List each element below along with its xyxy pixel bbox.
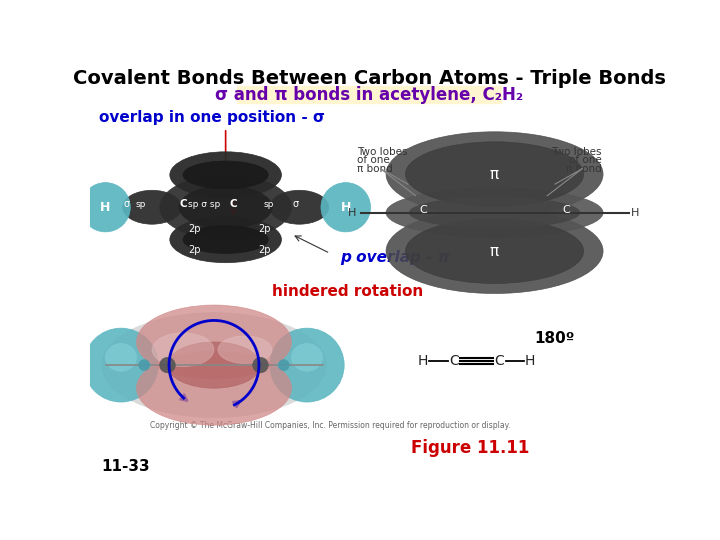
Text: H: H xyxy=(341,201,351,214)
Text: σ: σ xyxy=(123,199,130,209)
Text: H: H xyxy=(348,208,356,218)
Text: 2p: 2p xyxy=(258,224,271,234)
Text: H: H xyxy=(100,201,111,214)
Text: p overlap - π: p overlap - π xyxy=(341,250,450,265)
Ellipse shape xyxy=(405,219,584,284)
Ellipse shape xyxy=(405,142,584,206)
Text: 2p: 2p xyxy=(189,224,201,234)
Text: C: C xyxy=(179,199,186,209)
Text: π: π xyxy=(490,244,499,259)
Ellipse shape xyxy=(270,328,344,402)
Ellipse shape xyxy=(386,188,603,237)
Text: overlap in one position - σ: overlap in one position - σ xyxy=(99,110,325,125)
Ellipse shape xyxy=(170,217,282,262)
Ellipse shape xyxy=(168,342,261,388)
Text: Two lobes: Two lobes xyxy=(551,147,601,157)
Text: Two lobes: Two lobes xyxy=(357,147,408,157)
Text: π bond: π bond xyxy=(357,164,393,174)
Ellipse shape xyxy=(170,152,282,198)
Ellipse shape xyxy=(106,343,137,372)
Text: H: H xyxy=(525,354,536,368)
Text: π: π xyxy=(490,167,499,181)
Text: C: C xyxy=(562,205,570,215)
Ellipse shape xyxy=(321,183,371,232)
Text: π bond: π bond xyxy=(566,164,601,174)
Text: Covalent Bonds Between Carbon Atoms - Triple Bonds: Covalent Bonds Between Carbon Atoms - Tr… xyxy=(73,69,665,88)
Text: H: H xyxy=(631,208,639,218)
Text: C: C xyxy=(449,354,459,368)
Text: σ: σ xyxy=(292,199,298,209)
FancyBboxPatch shape xyxy=(238,86,500,103)
Ellipse shape xyxy=(160,357,175,373)
Text: of one: of one xyxy=(569,156,601,165)
Ellipse shape xyxy=(81,183,130,232)
Text: C: C xyxy=(419,205,427,215)
Text: 2p: 2p xyxy=(189,245,201,254)
Ellipse shape xyxy=(84,328,158,402)
Ellipse shape xyxy=(386,209,603,294)
Ellipse shape xyxy=(137,351,292,425)
Ellipse shape xyxy=(253,357,269,373)
Text: of one: of one xyxy=(357,156,390,165)
Ellipse shape xyxy=(183,226,269,253)
Text: hindered rotation: hindered rotation xyxy=(272,285,423,300)
Text: C: C xyxy=(495,354,504,368)
Text: σ and π bonds in acetylene, C₂H₂: σ and π bonds in acetylene, C₂H₂ xyxy=(215,86,523,104)
Ellipse shape xyxy=(139,360,150,370)
Text: Copyright © The McGraw-Hill Companies, Inc. Permission required for reproduction: Copyright © The McGraw-Hill Companies, I… xyxy=(150,421,510,430)
Ellipse shape xyxy=(386,132,603,217)
Ellipse shape xyxy=(160,175,292,240)
Ellipse shape xyxy=(218,336,272,363)
Ellipse shape xyxy=(137,305,292,379)
Text: Figure 11.11: Figure 11.11 xyxy=(410,439,529,457)
Text: C: C xyxy=(230,199,237,209)
Text: sp σ sp: sp σ sp xyxy=(188,200,220,208)
Text: H: H xyxy=(418,354,428,368)
Text: sp: sp xyxy=(263,200,274,208)
Ellipse shape xyxy=(292,343,323,372)
Ellipse shape xyxy=(152,333,214,367)
Ellipse shape xyxy=(409,197,580,228)
Text: sp: sp xyxy=(135,200,145,208)
Ellipse shape xyxy=(122,190,181,224)
Text: 11-33: 11-33 xyxy=(102,459,150,474)
Ellipse shape xyxy=(179,186,272,229)
Ellipse shape xyxy=(183,161,269,189)
Ellipse shape xyxy=(102,313,326,417)
Ellipse shape xyxy=(279,360,289,370)
Text: 180º: 180º xyxy=(535,330,575,346)
Text: 2p: 2p xyxy=(258,245,271,254)
Ellipse shape xyxy=(270,190,329,224)
